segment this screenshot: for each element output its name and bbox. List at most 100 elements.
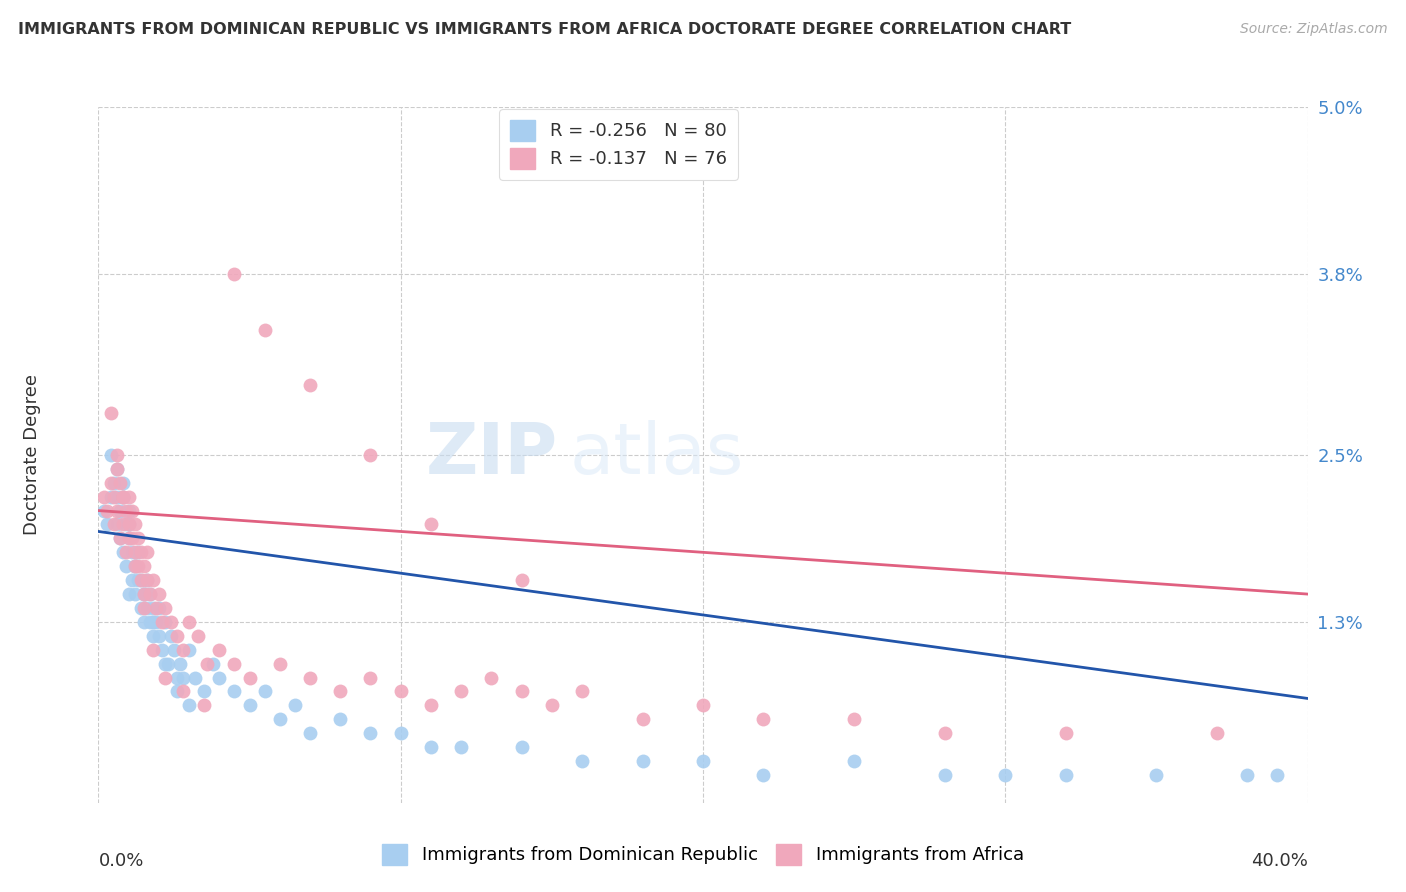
Point [156,657,179,671]
Point [139,615,162,629]
Point [510,740,533,755]
Point [239,698,262,713]
Point [389,726,412,740]
Point [269,657,291,671]
Point [139,587,162,601]
Point [127,559,149,574]
Point [103,490,125,504]
Point [135,545,157,559]
Point [121,532,143,546]
Point [360,726,382,740]
Point [179,698,201,713]
Point [420,740,443,755]
Point [145,601,167,615]
Point [142,601,165,615]
Point [224,684,246,698]
Text: IMMIGRANTS FROM DOMINICAN REPUBLIC VS IMMIGRANTS FROM AFRICA DOCTORATE DEGREE CO: IMMIGRANTS FROM DOMINICAN REPUBLIC VS IM… [18,22,1071,37]
Point [224,267,246,281]
Point [481,671,503,685]
Point [100,490,122,504]
Point [132,601,155,615]
Point [239,671,262,685]
Point [1236,768,1258,782]
Point [208,642,231,657]
Point [114,517,136,532]
Point [148,601,170,615]
Point [105,462,128,476]
Point [169,657,191,671]
Point [1206,726,1229,740]
Point [127,573,149,587]
Point [329,712,352,726]
Point [121,503,143,517]
Point [114,559,136,574]
Point [132,615,155,629]
Point [153,671,176,685]
Point [124,559,146,574]
Point [118,490,141,504]
Text: ZIP: ZIP [426,420,558,490]
Point [142,629,165,643]
Point [105,448,128,462]
Text: Doctorate Degree: Doctorate Degree [22,375,41,535]
Point [166,671,188,685]
Point [299,726,322,740]
Point [118,532,141,546]
Point [450,684,472,698]
Point [111,490,134,504]
Point [631,754,654,768]
Point [571,684,593,698]
Text: atlas: atlas [569,420,744,490]
Point [132,559,155,574]
Point [105,490,128,504]
Text: 0.0%: 0.0% [98,852,143,870]
Point [179,615,201,629]
Point [360,448,382,462]
Point [187,629,209,643]
Point [153,657,176,671]
Point [127,532,149,546]
Point [193,698,215,713]
Point [510,684,533,698]
Point [145,615,167,629]
Point [108,532,131,546]
Point [510,573,533,587]
Point [1054,726,1077,740]
Point [105,462,128,476]
Point [540,698,562,713]
Point [284,698,307,713]
Point [844,754,866,768]
Point [153,615,176,629]
Point [160,629,183,643]
Point [127,545,149,559]
Point [103,475,125,490]
Point [129,573,152,587]
Point [389,684,412,698]
Point [934,726,956,740]
Point [299,671,322,685]
Point [118,532,141,546]
Point [139,587,162,601]
Point [96,503,118,517]
Point [118,503,141,517]
Point [420,698,443,713]
Point [172,642,194,657]
Point [118,517,141,532]
Point [100,475,122,490]
Point [100,406,122,420]
Point [193,684,215,698]
Point [124,517,146,532]
Point [195,657,218,671]
Text: Source: ZipAtlas.com: Source: ZipAtlas.com [1240,22,1388,37]
Point [124,587,146,601]
Point [114,545,136,559]
Point [752,768,775,782]
Point [224,657,246,671]
Point [150,642,173,657]
Point [148,629,170,643]
Point [108,475,131,490]
Point [135,573,157,587]
Point [166,629,188,643]
Point [150,615,173,629]
Point [160,615,183,629]
